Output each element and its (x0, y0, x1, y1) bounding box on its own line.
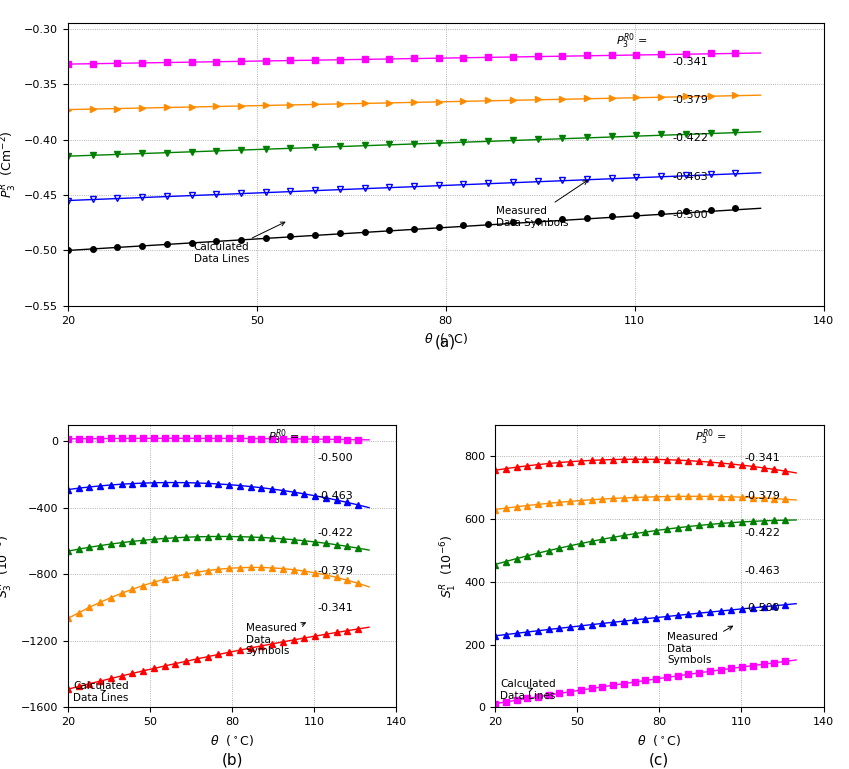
Text: (b): (b) (222, 753, 243, 767)
Text: $P_3^{R0}$ =: $P_3^{R0}$ = (616, 32, 648, 52)
Text: -0.500: -0.500 (672, 210, 708, 220)
Text: -0.422: -0.422 (318, 528, 353, 538)
Text: -0.422: -0.422 (745, 528, 781, 538)
Text: -0.500: -0.500 (745, 604, 780, 614)
Text: -0.379: -0.379 (672, 95, 708, 105)
X-axis label: $\theta$  ($^\circ$C): $\theta$ ($^\circ$C) (424, 331, 468, 346)
Text: -0.463: -0.463 (318, 491, 353, 501)
Text: Measured
Data
Symbols: Measured Data Symbols (246, 623, 306, 656)
X-axis label: $\theta$  ($^\circ$C): $\theta$ ($^\circ$C) (637, 733, 682, 747)
Text: -0.341: -0.341 (745, 453, 780, 463)
Text: Calculated
Data Lines: Calculated Data Lines (194, 222, 284, 264)
Text: -0.463: -0.463 (745, 566, 780, 576)
Text: -0.379: -0.379 (318, 566, 353, 576)
Text: -0.422: -0.422 (672, 133, 708, 143)
Text: -0.341: -0.341 (672, 57, 708, 67)
Text: -0.379: -0.379 (745, 491, 780, 501)
Y-axis label: $P_3^R$  (Cm$^{-2}$): $P_3^R$ (Cm$^{-2}$) (0, 131, 19, 198)
Text: Measured
Data
Symbols: Measured Data Symbols (667, 626, 733, 665)
Text: $P_3^{R0}$ =: $P_3^{R0}$ = (695, 428, 728, 447)
Text: Measured
Data Symbols: Measured Data Symbols (496, 181, 588, 228)
Text: -0.463: -0.463 (672, 171, 708, 181)
Text: Calculated
Data Lines: Calculated Data Lines (73, 681, 129, 703)
Text: -0.500: -0.500 (318, 453, 353, 463)
Y-axis label: $S_3^R$  ($10^{-6}$): $S_3^R$ ($10^{-6}$) (0, 534, 15, 598)
X-axis label: $\theta$  ($^\circ$C): $\theta$ ($^\circ$C) (210, 733, 255, 747)
Y-axis label: $S_1^R$  ($10^{-6}$): $S_1^R$ ($10^{-6}$) (438, 534, 458, 598)
Text: (c): (c) (649, 753, 669, 767)
Text: (a): (a) (436, 335, 456, 349)
Text: -0.341: -0.341 (318, 604, 353, 614)
Text: Calculated
Data Lines: Calculated Data Lines (500, 679, 556, 701)
Text: $P_3^{R0}$ =: $P_3^{R0}$ = (268, 428, 301, 447)
